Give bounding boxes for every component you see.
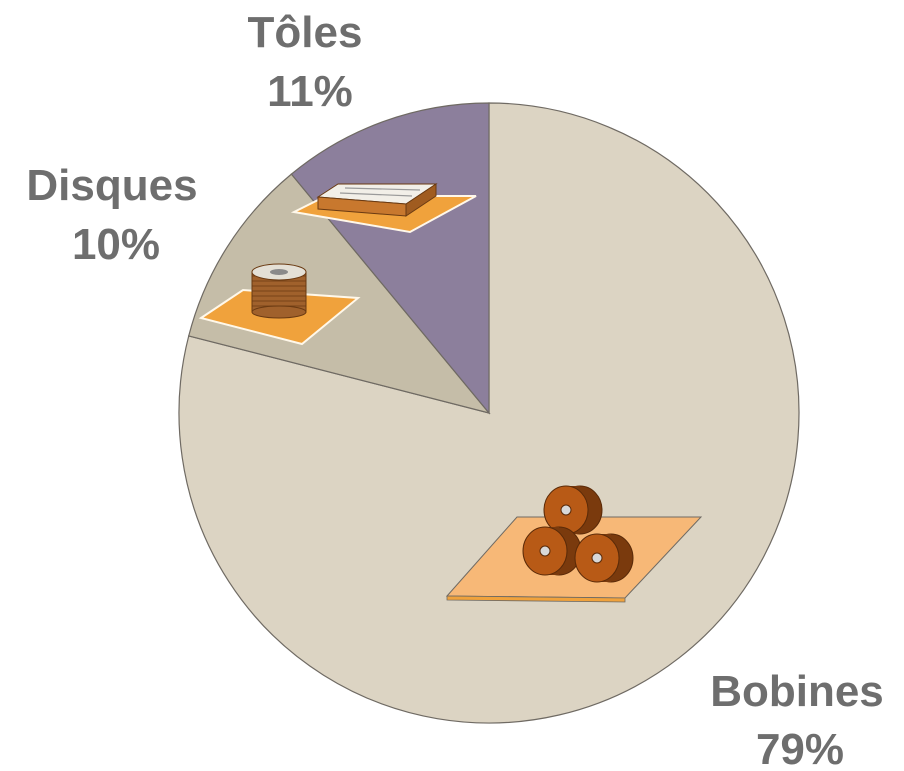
slice-value-disques: 10% [72, 220, 160, 269]
sheet-stack-on-pallet-icon [290, 183, 477, 234]
slice-value-bobines: 79% [756, 725, 844, 771]
pie-slice-disques [188, 173, 491, 415]
disc-stack-on-pallet-icon [198, 263, 361, 346]
slice-label-bobines: Bobines [710, 667, 884, 716]
slice-label-disques: Disques [26, 161, 197, 210]
slice-label-toles: Tôles [248, 8, 363, 57]
slice-value-toles: 11% [267, 67, 353, 116]
pie-slice-toles [290, 102, 490, 415]
coils-on-pallet-icon [445, 485, 703, 603]
